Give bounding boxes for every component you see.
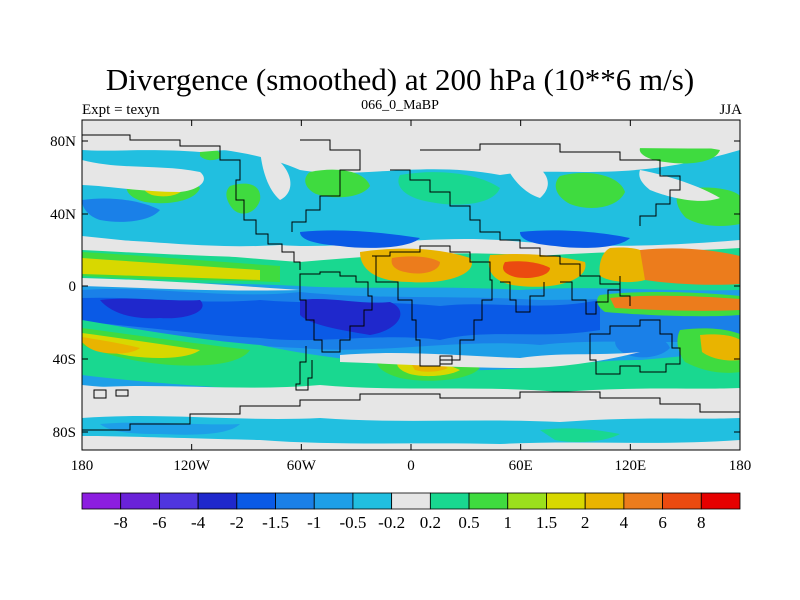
colorbar-swatch: [546, 492, 586, 510]
colorbar-label: -4: [191, 513, 206, 532]
contour-pos-orange-wpac: [599, 247, 645, 283]
contour-neutral-npac: [82, 160, 204, 192]
contour-neutral-strip-north: [82, 236, 300, 258]
coast-australia: [589, 319, 681, 375]
coast-antarctica: [82, 391, 740, 431]
coast-india: [500, 281, 545, 313]
colorbar-swatch: [507, 492, 547, 510]
contour-neg-strong-australia: [615, 333, 670, 358]
colorbar-swatch: [159, 492, 199, 510]
colorbar-swatch: [313, 492, 354, 510]
chart-title: Divergence (smoothed) at 200 hPa (10**6 …: [105, 62, 695, 97]
colorbar-swatch: [662, 492, 702, 510]
colorbar-label: -1: [307, 513, 321, 532]
run-id-label: 066_0_MaBP: [361, 98, 439, 113]
colorbar-swatch: [352, 492, 393, 510]
coastlines: [82, 134, 740, 431]
coast-north-america: [82, 134, 301, 270]
contour-neutral-strip-west: [82, 278, 300, 291]
map-field: [82, 120, 740, 450]
x-tick-label: 60W: [287, 458, 317, 474]
x-tick-label: 60E: [509, 458, 533, 474]
contour-neg-deep-europe: [300, 230, 420, 248]
contour-pos-light-sh: [82, 320, 740, 400]
contour-neg-strong-npac: [82, 198, 160, 222]
colorbar-swatch: [468, 492, 509, 510]
colorbar-swatch: [584, 492, 625, 510]
coast-small-islands: [93, 355, 453, 399]
x-tick-label: 180: [71, 458, 94, 474]
y-tick-label: 80N: [50, 134, 76, 150]
contour-neutral-namerica: [260, 150, 291, 200]
coast-greenland-arctic: [291, 139, 361, 232]
x-tick-label: 120W: [173, 458, 211, 474]
y-tick-label: 40S: [53, 352, 76, 368]
colorbar-label: 1.5: [536, 513, 557, 532]
coast-southeast-asia: [560, 276, 621, 315]
coast-north-asia: [420, 143, 681, 226]
contour-neg-mid-southern-ocean: [100, 422, 240, 435]
colorbar-swatch: [391, 492, 431, 510]
colorbar-label: 0.2: [420, 513, 441, 532]
contour-pos-red-india: [503, 261, 550, 278]
contour-pos-yellow-nh: [82, 258, 260, 280]
x-axis-ticks: 180 120W 60W 0 60E 120E 180: [71, 120, 752, 474]
colorbar-label: 2: [581, 513, 590, 532]
colorbar-label: -0.2: [378, 513, 405, 532]
colorbar-swatch: [120, 492, 160, 510]
colorbar-label: -8: [114, 513, 128, 532]
contour-neg-deepest-atlantic: [300, 298, 401, 335]
colorbar-swatch: [700, 492, 741, 510]
colorbar-swatch: [197, 492, 238, 510]
coast-africa: [372, 245, 493, 367]
experiment-label: Expt = texyn: [82, 102, 160, 118]
contour-pos-orange-sh-ind: [610, 295, 740, 311]
y-tick-label: 80S: [53, 425, 76, 441]
contour-pos-mid-arctic: [639, 144, 720, 164]
colorbar-label: -6: [152, 513, 166, 532]
season-label: JJA: [719, 102, 742, 118]
contour-neg-deepest-pacific: [100, 298, 203, 319]
coast-europe-asia: [390, 169, 631, 306]
colorbar-label: -1.5: [262, 513, 289, 532]
colorbar-label: 6: [658, 513, 667, 532]
contour-neutral-asia: [500, 150, 548, 198]
contour-pos-mid-namerica: [226, 183, 261, 214]
colorbar-label: -0.5: [339, 513, 366, 532]
y-tick-label: 40N: [50, 207, 76, 223]
colorbar-swatch: [236, 492, 276, 510]
colorbar-swatch: [623, 492, 663, 510]
x-tick-label: 120E: [614, 458, 646, 474]
coast-south-america: [299, 271, 373, 353]
y-axis-ticks: 80N 40N 0 40S 80S: [50, 134, 740, 441]
contour-pos-mid-natl: [305, 169, 370, 198]
contour-pos-light-antarctic: [540, 428, 620, 442]
contour-pos-orange-sh-pac: [82, 337, 140, 354]
colorbar-swatch: [429, 492, 470, 510]
contour-neutral-sh-gap: [340, 352, 640, 368]
contour-neutral-polar-north: [82, 120, 740, 152]
x-tick-label: 0: [407, 458, 415, 474]
colorbar-swatch: [275, 492, 315, 510]
contour-pos-mid-asia: [555, 172, 625, 208]
contour-pos-orange-sh-east: [700, 334, 740, 361]
x-tick-label: 180: [729, 458, 752, 474]
colorbar-label: -2: [230, 513, 244, 532]
colorbar: -8 -6 -4 -2 -1.5 -1 -0.5 -0.2 0.2 0.5 1 1.5 2 4 6 8: [81, 492, 741, 532]
colorbar-swatch: [81, 492, 122, 510]
colorbar-label: 8: [697, 513, 706, 532]
contour-pos-deeporange-wpac: [635, 248, 740, 285]
colorbar-label: 4: [620, 513, 629, 532]
contour-pos-deeporange-africa: [391, 256, 440, 274]
contour-neg-deep-asia: [520, 230, 630, 248]
colorbar-label: 0.5: [458, 513, 479, 532]
colorbar-label: 1: [504, 513, 513, 532]
coast-patagonia: [295, 346, 313, 391]
y-tick-label: 0: [69, 279, 77, 295]
